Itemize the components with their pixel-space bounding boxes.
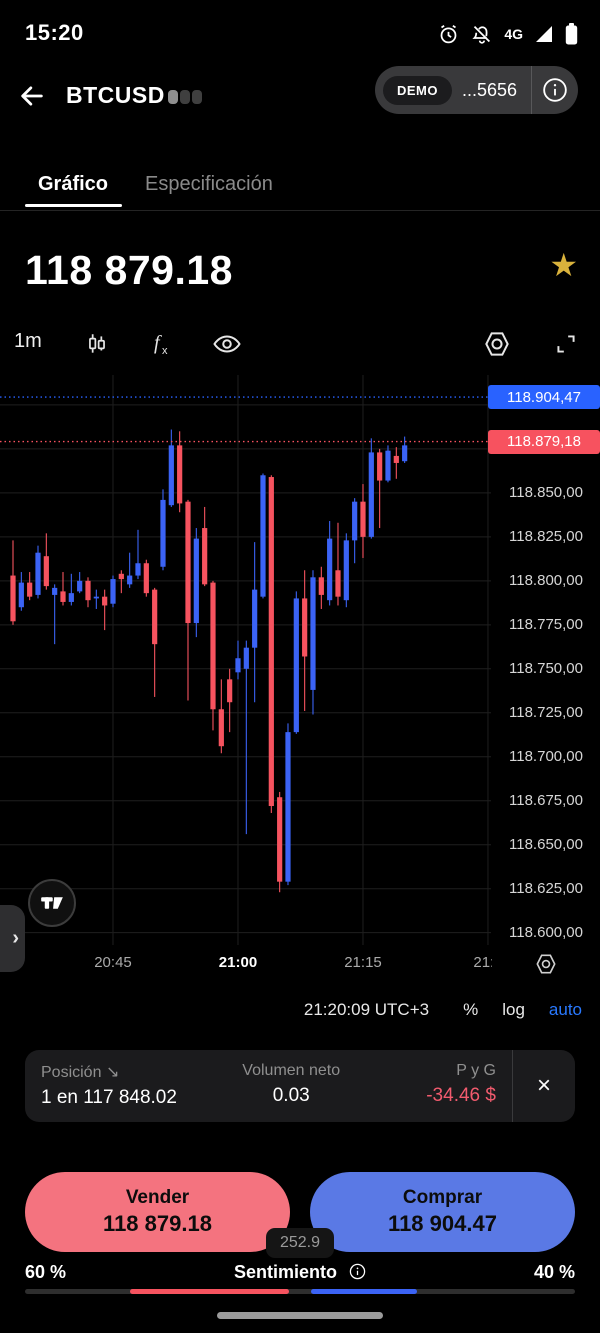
position-columns: Posición ↘ 1 en 117 848.02 Volumen neto … — [25, 1050, 512, 1122]
time-axis[interactable]: 20:45 21:00 21:15 21:3 — [0, 945, 492, 983]
info-icon — [543, 78, 567, 102]
price-chart[interactable]: 118.850,00 118.825,00 118.800,00 118.775,00… — [0, 375, 600, 945]
sentiment-bar-sell — [130, 1289, 289, 1294]
price-axis-label: 118.775,00 — [509, 615, 583, 633]
time-axis-label: 21:3 — [473, 954, 492, 971]
position-value: 1 en 117 848.02 — [41, 1087, 177, 1108]
sentiment-title-row: Sentimiento — [0, 1262, 600, 1283]
indicators-button[interactable]: f x — [144, 327, 178, 361]
tabs-divider — [0, 210, 600, 211]
pnl-value: -34.46 $ — [426, 1085, 496, 1106]
fx-icon: f x — [154, 332, 168, 357]
short-direction-icon: ↘ — [105, 1064, 120, 1081]
sentiment-info-icon[interactable] — [349, 1263, 366, 1280]
sentiment-sell-percent: 60 % — [25, 1262, 67, 1282]
price-axis-label: 118.700,00 — [509, 747, 583, 765]
price-axis-label: 118.600,00 — [509, 923, 583, 941]
last-price: 118 879.18 — [25, 247, 233, 293]
home-indicator[interactable] — [217, 1312, 383, 1319]
bid-price-tag: 118.879,18 — [488, 429, 600, 454]
alarm-icon — [440, 24, 457, 43]
sound-off-icon — [472, 25, 491, 44]
svg-text:f: f — [154, 332, 162, 354]
interval-button[interactable]: 1m — [14, 330, 42, 352]
sell-button-price: 118 879.18 — [103, 1211, 212, 1236]
price-axis-label: 118.625,00 — [509, 879, 583, 897]
position-panel-divider — [512, 1050, 513, 1122]
buy-button-label: Comprar — [402, 1187, 483, 1208]
sentiment-bar-track — [25, 1289, 575, 1294]
buy-button[interactable]: Comprar 118 904.47 — [310, 1172, 575, 1252]
chart-type-button[interactable] — [80, 327, 114, 361]
tradingview-logo[interactable] — [28, 879, 76, 927]
account-info-button[interactable] — [532, 66, 578, 114]
pnl-label: P y G — [456, 1062, 496, 1079]
battery-icon — [565, 23, 578, 45]
favorite-star-icon[interactable]: ★ — [549, 247, 578, 283]
net-volume-label: Volumen neto — [242, 1062, 341, 1079]
buy-button-price: 118 904.47 — [388, 1211, 497, 1236]
tab-especificacion[interactable]: Especificación — [145, 173, 273, 195]
svg-text:x: x — [162, 345, 168, 357]
expand-icon — [557, 335, 575, 353]
active-tab-underline — [25, 204, 122, 207]
chart-footer: 21:20:09 UTC+3 % log auto — [0, 988, 600, 1032]
time-axis-label: 20:45 — [94, 954, 132, 971]
ask-price-tag: 118.904,47 — [488, 385, 600, 410]
price-axis-label: 118.800,00 — [509, 571, 583, 589]
price-axis-label: 118.850,00 — [509, 483, 583, 501]
symbol-title: BTCUSD — [66, 82, 165, 108]
chevron-right-icon: › — [12, 927, 19, 949]
sentiment-buy-percent: 40 % — [533, 1262, 575, 1282]
fullscreen-button[interactable] — [549, 327, 583, 361]
price-axis-label: 118.675,00 — [509, 791, 583, 809]
statusbar-icons: 4G — [438, 22, 578, 46]
log-scale-button[interactable]: log — [502, 1000, 525, 1019]
sell-button-label: Vender — [125, 1187, 190, 1208]
sentiment-bar-buy — [311, 1289, 417, 1294]
tab-grafico[interactable]: Gráfico — [38, 173, 109, 195]
tv-glyph-icon — [41, 897, 63, 909]
position-label: Posición ↘ — [41, 1064, 120, 1081]
objects-visibility-button[interactable] — [210, 327, 244, 361]
net-volume-value: 0.03 — [272, 1085, 310, 1106]
back-arrow-icon — [21, 86, 43, 106]
account-number: ...5656 — [461, 79, 517, 100]
eye-icon — [213, 335, 241, 353]
signal-icon — [536, 26, 552, 42]
chart-clock[interactable]: 21:20:09 UTC+3 — [303, 1000, 430, 1019]
statusbar-clock: 15:20 — [25, 20, 84, 45]
sentiment-title: Sentimiento — [233, 1262, 337, 1282]
time-axis-label: 21:15 — [344, 954, 382, 971]
price-axis-label: 118.725,00 — [509, 703, 583, 721]
candlestick-chart-canvas[interactable] — [0, 375, 600, 945]
candlestick-icon — [89, 334, 105, 353]
close-position-panel-button[interactable]: × — [536, 1072, 551, 1099]
auto-scale-button[interactable]: auto — [548, 1000, 582, 1019]
hexagon-gear-icon — [485, 332, 509, 356]
price-axis-label: 118.750,00 — [509, 659, 583, 677]
account-type-badge: DEMO — [382, 75, 452, 105]
account-pill-divider — [531, 66, 532, 114]
price-axis-settings-button[interactable] — [531, 949, 561, 979]
price-axis-label: 118.650,00 — [509, 835, 583, 853]
network-type-label: 4G — [504, 26, 523, 42]
back-button[interactable] — [14, 78, 50, 114]
side-drawer-handle[interactable]: › — [0, 905, 25, 972]
chart-settings-button[interactable] — [480, 327, 514, 361]
hexagon-gear-small-icon — [536, 954, 556, 974]
market-session-indicator — [168, 90, 202, 104]
account-selector[interactable]: DEMO ...5656 — [374, 66, 578, 114]
price-axis-label: 118.825,00 — [509, 527, 583, 545]
spread-badge: 252.9 — [266, 1228, 334, 1258]
sell-button[interactable]: Vender 118 879.18 — [25, 1172, 290, 1252]
percent-scale-button[interactable]: % — [463, 1000, 479, 1019]
position-panel: Posición ↘ 1 en 117 848.02 Volumen neto … — [25, 1050, 575, 1122]
time-axis-label: 21:00 — [218, 954, 258, 971]
